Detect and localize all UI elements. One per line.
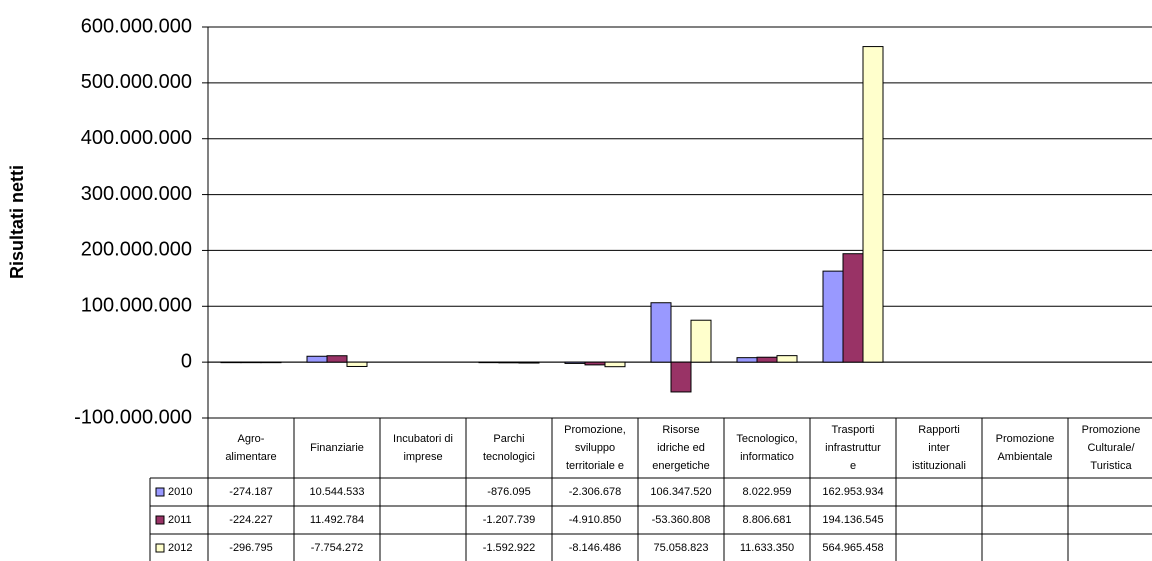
bar — [670, 361, 692, 393]
bar — [650, 302, 672, 363]
bar — [862, 46, 884, 363]
bar — [260, 361, 282, 364]
bar — [240, 361, 262, 364]
bar — [756, 356, 778, 363]
legend-label: 2012 — [168, 542, 192, 554]
y-tick-label: 0 — [181, 350, 192, 372]
table-value: 8.022.959 — [743, 486, 792, 498]
table-value: 106.347.520 — [650, 486, 711, 498]
table-value: 11.492.784 — [310, 514, 364, 526]
x-tick-label: Rapporti inter istituzionali — [912, 424, 966, 472]
table-value: -876.095 — [487, 486, 530, 498]
bar — [736, 357, 758, 363]
table-value: 162.953.934 — [822, 486, 883, 498]
y-tick-label: 600.000.000 — [81, 15, 192, 37]
table-value: -296.795 — [229, 542, 272, 554]
table-value: 564.965.458 — [822, 542, 883, 554]
y-tick-label: -100.000.000 — [74, 406, 192, 428]
legend-key — [155, 543, 165, 553]
table-value: -4.910.850 — [569, 514, 622, 526]
y-tick-label: 400.000.000 — [81, 127, 192, 149]
bar — [822, 270, 844, 363]
legend-label: 2010 — [168, 486, 192, 498]
y-axis-title: Risultati netti — [7, 165, 27, 279]
x-tick-label: Risorse idriche ed energetiche — [652, 424, 710, 472]
legend-key — [155, 515, 165, 525]
table-value: -1.207.739 — [483, 514, 536, 526]
y-tick-label: 300.000.000 — [81, 183, 192, 205]
table-value: 194.136.545 — [822, 514, 883, 526]
bar — [220, 361, 242, 364]
bar — [564, 361, 586, 364]
bar — [498, 361, 520, 364]
table-value: -2.306.678 — [569, 486, 622, 498]
x-tick-label: Agro-alimentare — [225, 433, 276, 463]
x-tick-label: Promozione, sviluppo territoriale e — [564, 424, 626, 472]
table-value: -1.592.922 — [483, 542, 536, 554]
x-tick-label: Trasporti infrastruttur e — [825, 424, 881, 472]
bar — [306, 355, 328, 363]
bar — [604, 361, 626, 368]
y-tick-label: 200.000.000 — [81, 239, 192, 261]
x-tick-label: Parchi tecnologici — [483, 433, 535, 463]
table-value: -8.146.486 — [569, 542, 622, 554]
bar — [584, 361, 606, 366]
y-tick-label: 500.000.000 — [81, 71, 192, 93]
table-value: 8.806.681 — [743, 514, 792, 526]
bar — [346, 361, 368, 367]
table-value: 75.058.823 — [653, 542, 708, 554]
bar — [518, 361, 540, 364]
x-tick-label: Promozione Culturale/Turistica — [1082, 424, 1141, 472]
x-tick-label: Incubatori di imprese — [393, 433, 453, 463]
bar — [842, 253, 864, 363]
bar — [478, 361, 500, 364]
table-value: -274.187 — [229, 486, 272, 498]
legend-key — [155, 487, 165, 497]
x-tick-label: Tecnologico, informatico — [736, 433, 797, 463]
table-value: 10.544.533 — [309, 486, 364, 498]
y-tick-label: 100.000.000 — [81, 295, 192, 317]
bar — [690, 319, 712, 363]
bar — [776, 355, 798, 363]
table-value: -53.360.808 — [652, 514, 711, 526]
x-tick-label: Finanziarie — [310, 442, 364, 454]
table-value: 11.633.350 — [740, 542, 794, 554]
x-tick-label: Promozione Ambientale — [996, 433, 1055, 463]
table-value: -224.227 — [229, 514, 272, 526]
table-value: -7.754.272 — [311, 542, 364, 554]
bar — [326, 355, 348, 363]
legend-label: 2011 — [168, 514, 192, 526]
